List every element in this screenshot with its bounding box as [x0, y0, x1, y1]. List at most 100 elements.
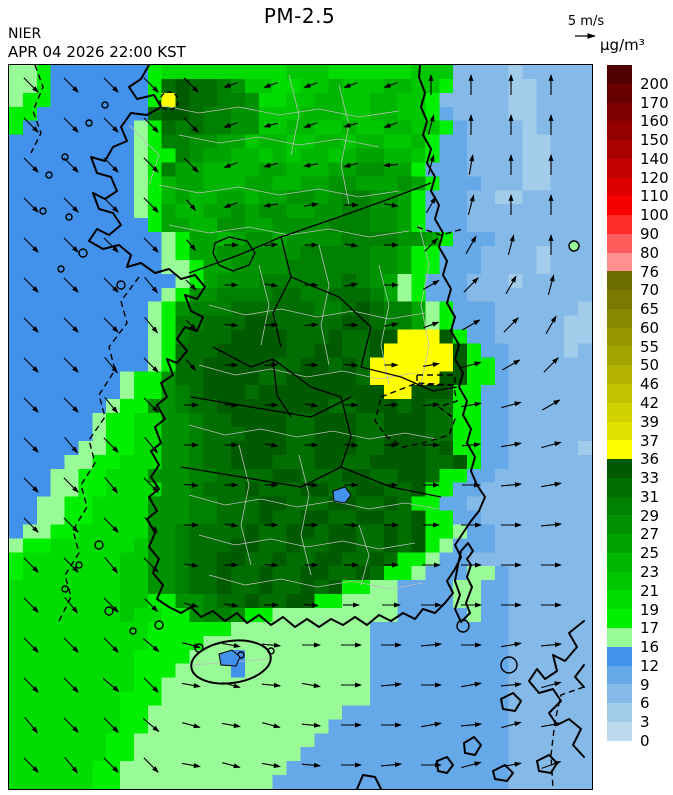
- grid-cell-run: [328, 78, 343, 94]
- colorbar-segment: [607, 196, 632, 216]
- colorbar-label: 19: [640, 600, 660, 619]
- wind-arrow: [186, 239, 197, 252]
- grid-cell-run: [356, 399, 399, 414]
- grid-cell-run: [286, 162, 329, 177]
- grid-cell-run: [328, 176, 357, 191]
- wind-arrow: [144, 276, 159, 294]
- grid-cell-run: [9, 510, 38, 525]
- grid-cell-run: [64, 454, 93, 470]
- grid-cell-run: [439, 78, 454, 94]
- grid-cell-run: [203, 176, 246, 191]
- county-line: [128, 124, 160, 186]
- county-line: [288, 74, 300, 156]
- county-line: [258, 264, 270, 346]
- grid-cell-run: [244, 594, 260, 609]
- grid-cell-run: [425, 566, 468, 581]
- grid-cell-run: [120, 719, 149, 734]
- grid-cell-run: [383, 566, 412, 581]
- colorbar-segment: [607, 271, 632, 291]
- grid-cell-run: [286, 427, 315, 442]
- wind-arrow: [502, 359, 521, 371]
- small-island: [116, 280, 126, 290]
- grid-cell-run: [397, 399, 412, 414]
- grid-cell-run: [189, 148, 204, 163]
- grid-cell-run: [9, 106, 38, 122]
- grid-cell-run: [425, 92, 440, 108]
- grid-cell-run: [397, 232, 426, 247]
- islands: [39, 101, 580, 674]
- wind-arrow: [63, 677, 79, 693]
- wind-arrow: [223, 202, 238, 208]
- county-line: [298, 454, 312, 576]
- grid-cell-run: [161, 190, 176, 205]
- colorbar-segment: [607, 590, 632, 610]
- small-island: [267, 647, 275, 655]
- grid-cell-run: [9, 552, 24, 567]
- grid-cell-run: [244, 218, 274, 233]
- wind-arrow: [23, 597, 39, 613]
- grid-cell-run: [175, 663, 232, 679]
- grid-cell-run: [369, 454, 426, 470]
- grid-cell-run: [147, 65, 163, 80]
- grid-cell-run: [397, 524, 412, 539]
- wind-arrow: [103, 717, 119, 733]
- grid-cell-run: [286, 120, 315, 136]
- grid-cell-run: [106, 427, 135, 442]
- colorbar-segment: [607, 290, 632, 309]
- grid-cell-run: [133, 608, 163, 623]
- county-line: [338, 84, 350, 206]
- grid-cell-run: [9, 246, 163, 261]
- wind-arrow: [460, 722, 483, 728]
- grid-cell-run: [133, 538, 149, 553]
- grid-cell-run: [92, 510, 149, 525]
- grid-cell-run: [356, 301, 371, 317]
- grid-cell-run: [244, 92, 260, 108]
- grid-cell-run: [467, 148, 523, 163]
- grid-cell-run: [356, 413, 385, 428]
- grid-cell-run: [342, 301, 357, 317]
- colorbar-label: 25: [640, 544, 660, 563]
- grid-cell-run: [411, 510, 426, 525]
- province-border: [290, 276, 402, 378]
- grid-cell-run: [328, 719, 510, 734]
- grid-cell-run: [453, 385, 482, 400]
- grid-cell-run: [453, 524, 468, 539]
- grid-cell-run: [64, 496, 93, 511]
- wind-arrow: [261, 682, 282, 688]
- grid-cell-run: [147, 468, 190, 484]
- grid-cell-run: [369, 259, 399, 275]
- grid-cell-run: [314, 413, 357, 428]
- grid-cell-run: [120, 580, 149, 595]
- grid-cell-run: [356, 510, 385, 525]
- grid-cell-run: [189, 427, 204, 442]
- grid-cell-run: [356, 440, 385, 456]
- grid-cell-run: [397, 106, 426, 122]
- grid-cell-run: [356, 120, 385, 136]
- wind-arrow: [344, 362, 359, 368]
- grid-cell-run: [217, 510, 260, 525]
- grid-cell-run: [9, 232, 163, 247]
- grid-cell-run: [203, 106, 232, 122]
- grid-cell-run: [161, 315, 176, 330]
- grid-cell-run: [286, 134, 315, 149]
- grid-cell-run: [258, 510, 274, 525]
- grid-cell-run: [480, 343, 510, 358]
- colorbar-label: 60: [640, 318, 660, 337]
- grid-cell-run: [231, 106, 260, 122]
- wind-arrow: [304, 322, 319, 328]
- wind-arrow: [542, 399, 561, 411]
- grid-cell-run: [356, 524, 385, 539]
- wind-arrow: [103, 517, 119, 533]
- grid-cell-run: [397, 246, 412, 261]
- grid-cell-run: [50, 65, 149, 80]
- grid-cell-run: [244, 649, 371, 665]
- grid-cell-run: [369, 204, 399, 219]
- grid-cell-run: [300, 176, 329, 191]
- grid-cell-run: [328, 510, 357, 525]
- grid-cell-run: [189, 524, 246, 539]
- grid-cell-run: [467, 273, 510, 289]
- grid-cell-run: [508, 747, 592, 762]
- grid-cell-run: [397, 538, 412, 553]
- grid-cell-run: [258, 385, 385, 400]
- grid-cell-run: [9, 649, 135, 665]
